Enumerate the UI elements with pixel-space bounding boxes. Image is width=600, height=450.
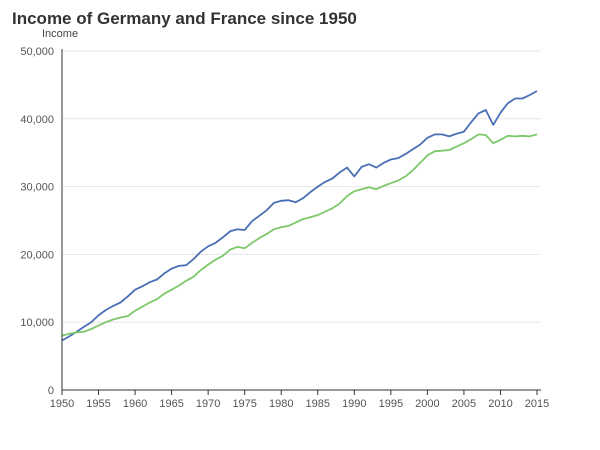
x-tick-label: 2010 [488,398,512,410]
series-lines [61,90,538,342]
x-tick-label: 1985 [306,398,330,410]
x-tick-label: 1975 [232,398,256,410]
x-tick-label: 1995 [379,398,403,410]
x-tick-label: 1965 [159,398,183,410]
y-tick-label: 40,000 [20,114,54,126]
y-tick-label: 0 [48,385,54,397]
series-line-1 [61,90,538,342]
x-tick-label: 2015 [525,398,549,410]
y-tick-label: 10,000 [20,317,54,329]
series-line-2 [61,133,538,337]
x-tick-label: 1970 [196,398,220,410]
x-tick-label: 2005 [452,398,476,410]
x-tick-label: 1950 [50,398,74,410]
y-tick-label: 30,000 [20,182,54,194]
grid-lines [62,50,541,323]
y-tick-label: 20,000 [20,249,54,261]
x-tick-label: 2000 [415,398,439,410]
y-axis-label: Income [42,28,78,40]
x-tick-label: 1955 [86,398,110,410]
x-tick-label: 1980 [269,398,293,410]
y-tick-label: 50,000 [20,46,54,58]
x-tick-label: 1960 [123,398,147,410]
chart-title: Income of Germany and France since 1950 [12,9,357,28]
x-tick-label: 1990 [342,398,366,410]
axes: 0 10,000 20,000 30,000 40,000 50,000 1950 1955 1… [20,46,549,410]
